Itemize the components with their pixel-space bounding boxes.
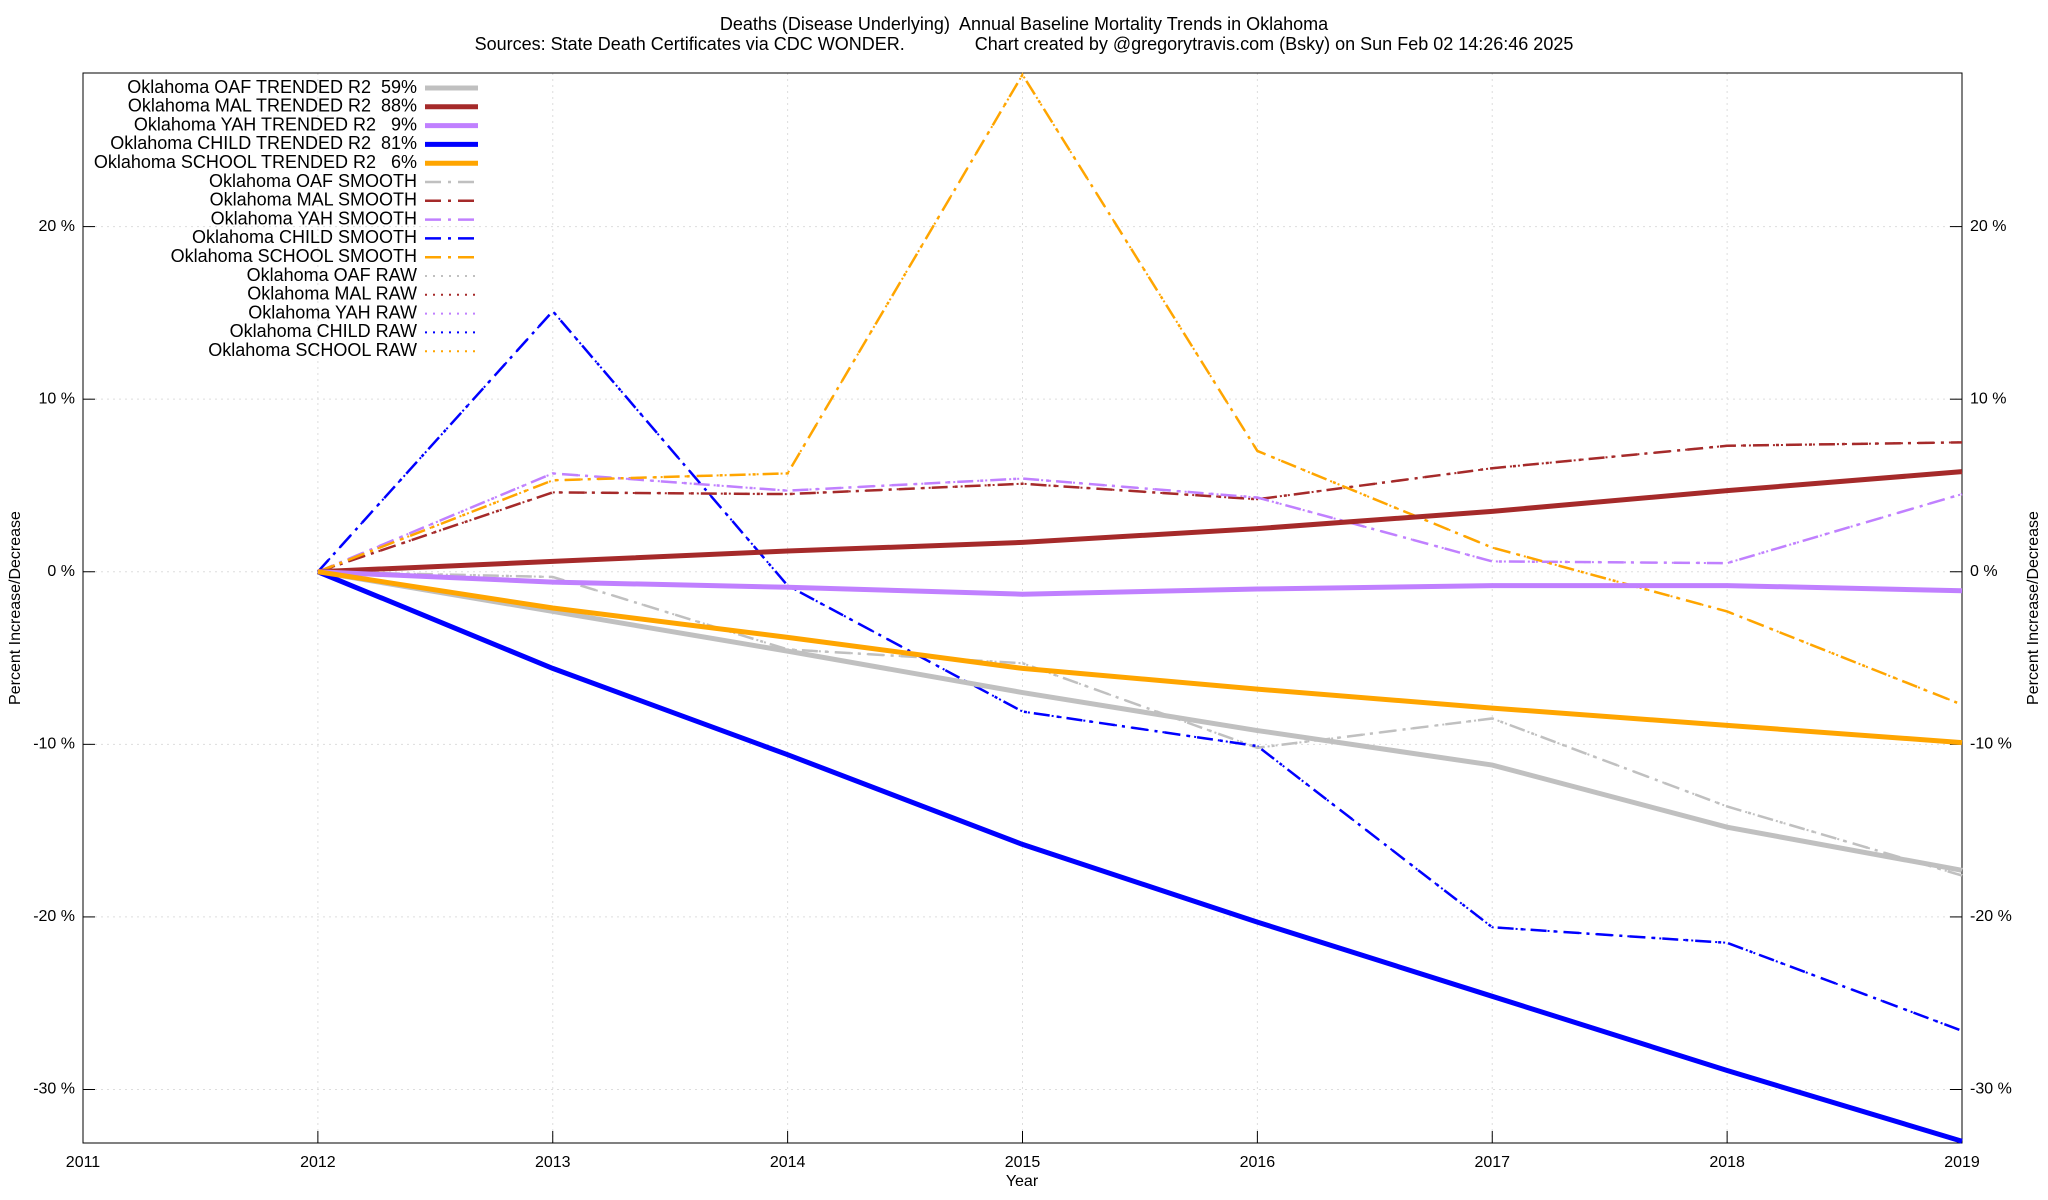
series-line bbox=[317, 570, 1963, 877]
y-tick-label: -30 % bbox=[33, 1081, 75, 1098]
series-line bbox=[317, 441, 1963, 573]
series-line bbox=[316, 309, 1963, 1032]
series-line bbox=[317, 569, 1963, 746]
series-line bbox=[317, 569, 1963, 873]
legend-label: Oklahoma YAH RAW bbox=[248, 302, 417, 322]
y-tick-label: 20 % bbox=[39, 218, 75, 235]
legend-label: Oklahoma MAL TRENDED R2 88% bbox=[128, 96, 417, 116]
legend-label: Oklahoma CHILD SMOOTH bbox=[192, 227, 417, 247]
y-axis-label: Percent Increase/Decrease bbox=[7, 511, 24, 705]
x-tick-label: 2013 bbox=[535, 1154, 571, 1171]
chart-title: Deaths (Disease Underlying) Annual Basel… bbox=[720, 14, 1329, 34]
x-tick-label: 2018 bbox=[1709, 1154, 1745, 1171]
x-tick-label: 2016 bbox=[1240, 1154, 1276, 1171]
y-tick-label: -10 % bbox=[33, 736, 75, 753]
legend-label: Oklahoma YAH TRENDED R2 9% bbox=[134, 114, 417, 134]
series-line bbox=[317, 72, 1963, 706]
legend-label: Oklahoma MAL RAW bbox=[247, 284, 417, 304]
y-tick-label: 0 % bbox=[47, 563, 75, 580]
x-axis-label: Year bbox=[1006, 1173, 1039, 1190]
legend-label: Oklahoma OAF RAW bbox=[247, 265, 417, 285]
y2-tick-label: -30 % bbox=[1970, 1081, 2012, 1098]
legend-label: Oklahoma MAL SMOOTH bbox=[210, 190, 417, 210]
x-tick-label: 2019 bbox=[1944, 1154, 1980, 1171]
x-tick-label: 2017 bbox=[1474, 1154, 1510, 1171]
series-line bbox=[317, 472, 1963, 573]
series-line bbox=[317, 469, 1963, 575]
chart-subtitle: Sources: State Death Certificates via CD… bbox=[475, 34, 1574, 54]
series-line bbox=[317, 441, 1963, 573]
y2-tick-label: -20 % bbox=[1970, 908, 2012, 925]
series-line bbox=[317, 569, 1963, 597]
series-line bbox=[317, 472, 1963, 573]
x-tick-label: 2011 bbox=[66, 1154, 101, 1171]
y2-tick-label: 0 % bbox=[1970, 563, 1998, 580]
legend-label: Oklahoma CHILD RAW bbox=[230, 321, 417, 341]
x-tick-label: 2014 bbox=[770, 1154, 806, 1171]
y2-tick-label: 20 % bbox=[1970, 218, 2006, 235]
legend-label: Oklahoma OAF TRENDED R2 59% bbox=[127, 77, 417, 97]
legend-label: Oklahoma OAF SMOOTH bbox=[209, 171, 417, 191]
legend-label: Oklahoma SCHOOL RAW bbox=[208, 340, 417, 360]
y2-axis-label: Percent Increase/Decrease bbox=[2025, 511, 2042, 705]
legend-label: Oklahoma SCHOOL TRENDED R2 6% bbox=[94, 152, 417, 172]
series-line bbox=[316, 569, 1963, 1144]
x-tick-label: 2015 bbox=[1005, 1154, 1041, 1171]
legend-label: Oklahoma YAH SMOOTH bbox=[211, 208, 417, 228]
y2-tick-label: -10 % bbox=[1970, 736, 2012, 753]
y-tick-label: 10 % bbox=[39, 390, 75, 407]
legend-label: Oklahoma SCHOOL SMOOTH bbox=[171, 246, 417, 266]
y-tick-label: -20 % bbox=[33, 908, 75, 925]
y2-tick-label: 10 % bbox=[1970, 390, 2006, 407]
x-tick-label: 2012 bbox=[300, 1154, 336, 1171]
legend-label: Oklahoma CHILD TRENDED R2 81% bbox=[110, 133, 417, 153]
